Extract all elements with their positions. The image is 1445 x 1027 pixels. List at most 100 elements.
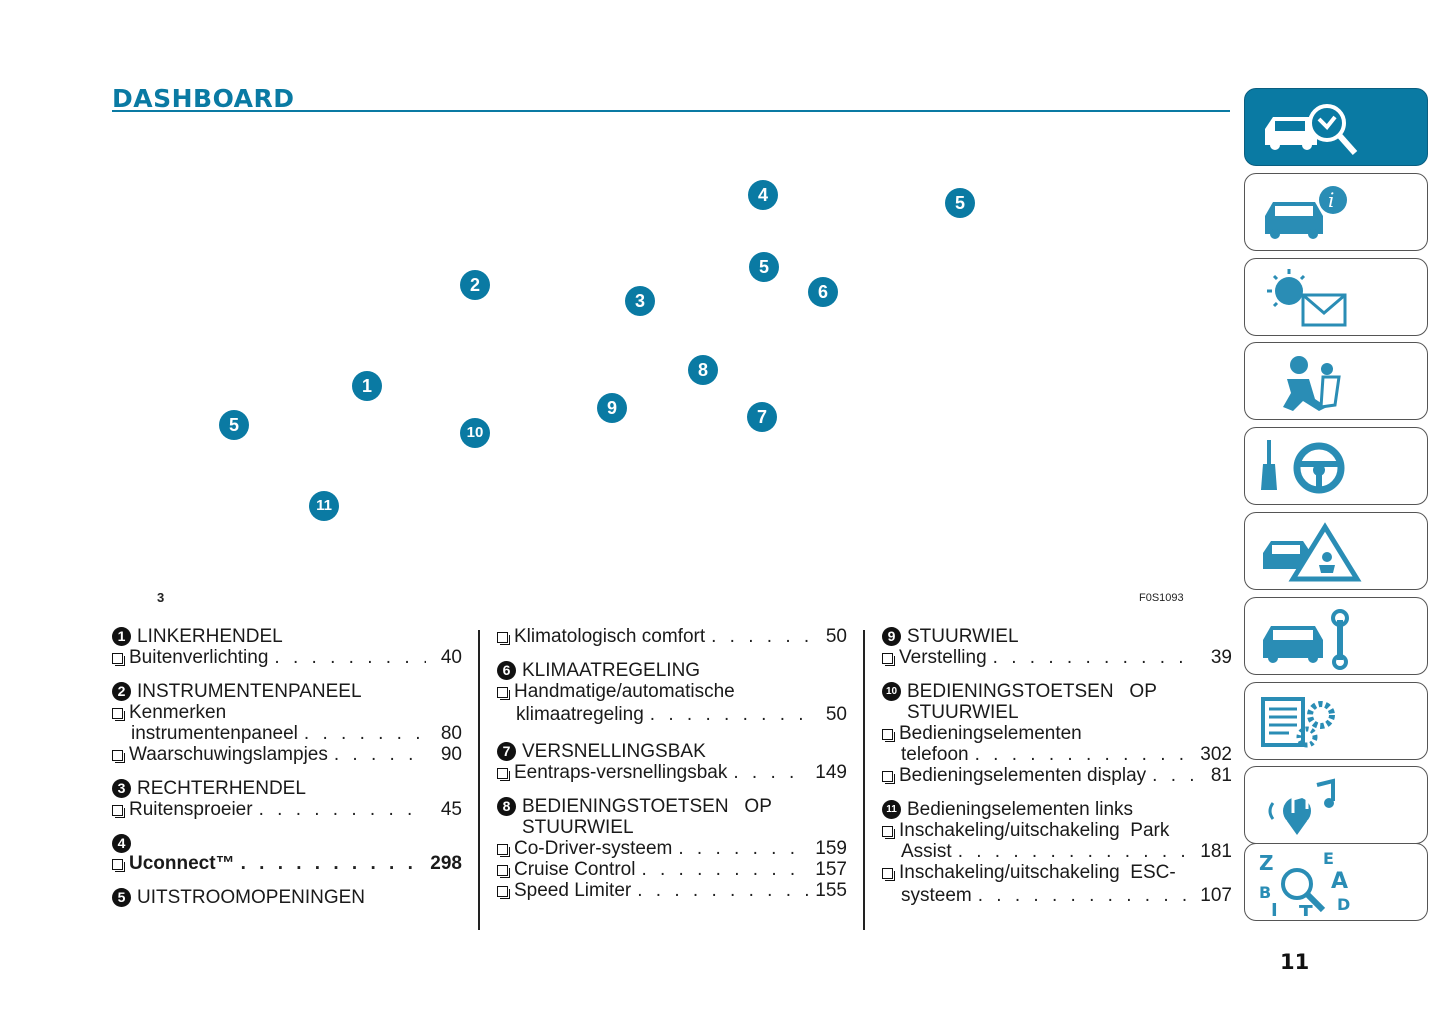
dashboard-figure: 4 5 2 3 5 6 8 1 9 7 5 10 11 3 F0S1093 [112,120,1230,610]
tab-safety[interactable] [1244,342,1428,420]
tab-emergency[interactable] [1244,512,1428,590]
tab-multimedia[interactable] [1244,766,1428,844]
index-column-3: 9 STUURWIEL Verstelling39 10 BEDIENINGSTOE… [882,626,1232,922]
figure-code: F0S1093 [1139,592,1184,604]
svg-text:i: i [1328,188,1334,212]
index-entry[interactable]: Co-Driver-systeem159 [497,838,847,859]
index-group: 10 BEDIENINGSTOETSEN OP STUURWIEL Bedieni… [882,681,1232,786]
page-ref: 298 [430,853,462,874]
index-group: Klimatologisch comfort50 [497,626,847,647]
bullet-box-icon [497,768,510,781]
svg-text:Z: Z [1259,851,1274,875]
callout-4: 4 [748,180,778,210]
index-entry[interactable]: Klimatologisch comfort50 [497,626,847,647]
callout-10: 10 [460,418,490,448]
index-entry[interactable]: Bedieningselementen display81 [882,765,1232,786]
svg-text:B: B [1259,883,1271,902]
bullet-box-icon [497,844,510,857]
item-number: 6 [497,661,516,680]
emergency-warning-icon [1263,522,1362,582]
callout-1: 1 [352,371,382,401]
item-number: 4 [112,834,131,853]
callout-2: 2 [460,270,490,300]
page-ref: 157 [815,859,847,880]
title-rule [112,110,1230,112]
page-title: DASHBOARD [112,84,295,113]
page-ref: 50 [825,626,847,647]
group-heading: STUURWIEL [907,626,1019,647]
index-group: 11 Bedieningselementen links Inschakeling… [882,799,1232,909]
index-entry[interactable]: Handmatige/automatische [497,681,847,702]
tab-maintenance[interactable] [1244,597,1428,675]
index-entry[interactable]: Kenmerken [112,702,462,723]
index-entry[interactable]: Bedieningselementen [882,723,1232,744]
index-entry[interactable]: Speed Limiter155 [497,880,847,901]
bullet-box-icon [112,750,125,763]
callout-5: 5 [945,188,975,218]
index-group: 3 RECHTERHENDEL Ruitensproeier45 [112,778,462,820]
group-heading: UITSTROOMOPENINGEN [137,887,366,908]
index-search-icon: Z B I E A D T [1259,850,1350,916]
item-number: 7 [497,742,516,761]
index-entry-continued[interactable]: instrumentenpaneel80 [112,723,462,744]
page-ref: 181 [1200,841,1232,862]
car-maintenance-icon [1263,609,1349,670]
group-heading: Bedieningselementen links [907,799,1134,820]
index-group: 6 KLIMAATREGELING Handmatige/automatische… [497,660,847,728]
column-divider [863,630,865,930]
callout-11: 11 [309,491,339,521]
tab-starting-driving[interactable] [1244,427,1428,505]
callout-6: 6 [808,277,838,307]
bullet-box-icon [497,687,510,700]
group-heading-continued: STUURWIEL [522,817,634,838]
figure-number: 3 [157,590,165,605]
index-group: 7 VERSNELLINGSBAK Eentraps-versnellingsba… [497,741,847,783]
index-entry[interactable]: Waarschuwingslampjes90 [112,744,462,765]
index-entry[interactable]: Eentraps-versnellingsbak149 [497,762,847,783]
index-entry[interactable]: Verstelling39 [882,647,1232,668]
index-entry[interactable]: Inschakeling/uitschakeling Park [882,820,1232,841]
item-number: 8 [497,797,516,816]
tab-technical-data[interactable] [1244,682,1428,760]
svg-text:I: I [1271,900,1278,916]
multimedia-icon [1268,778,1335,835]
index-entry[interactable]: Uconnect™298 [112,853,462,874]
index-entry-continued[interactable]: systeem107 [882,883,1232,909]
bullet-box-icon [882,868,895,881]
page-number: 11 [1280,950,1310,974]
tab-index[interactable]: Z B I E A D T [1244,843,1428,921]
airbag-safety-icon [1283,356,1341,411]
callout-7: 7 [747,402,777,432]
bullet-box-icon [112,708,125,721]
page-ref: 107 [1200,885,1232,906]
index-entry[interactable]: Inschakeling/uitschakeling ESC- [882,862,1232,883]
index-entry[interactable]: Ruitensproeier45 [112,799,462,820]
tab-lights-messages[interactable] [1244,258,1428,336]
page-ref: 90 [440,744,462,765]
index-entry[interactable]: Buitenverlichting40 [112,647,462,668]
page-ref: 39 [1210,647,1232,668]
item-number: 2 [112,682,131,701]
index-entry-continued[interactable]: telefoon302 [882,744,1232,765]
group-heading: RECHTERHENDEL [137,778,306,799]
page-ref: 40 [440,647,462,668]
group-heading: VERSNELLINGSBAK [522,741,706,762]
bullet-box-icon [882,729,895,742]
car-search-icon [1265,104,1358,155]
bullet-box-icon [497,865,510,878]
item-number: 10 [882,682,901,701]
technical-data-icon [1261,697,1335,748]
index-entry-continued[interactable]: klimaatregeling50 [497,702,847,728]
bullet-box-icon [497,886,510,899]
tab-dashboard[interactable] [1244,88,1428,166]
callout-9: 9 [597,393,627,423]
tab-car-info[interactable]: i [1244,173,1428,251]
index-group: 1 LINKERHENDEL Buitenverlichting40 [112,626,462,668]
group-heading: LINKERHENDEL [137,626,283,647]
group-heading: BEDIENINGSTOETSEN OP [907,681,1157,702]
index-entry-continued[interactable]: Assist181 [882,841,1232,862]
item-number: 1 [112,627,131,646]
group-heading: INSTRUMENTENPANEEL [137,681,362,702]
index-column-1: 1 LINKERHENDEL Buitenverlichting40 2 INSTR… [112,626,462,921]
index-entry[interactable]: Cruise Control157 [497,859,847,880]
